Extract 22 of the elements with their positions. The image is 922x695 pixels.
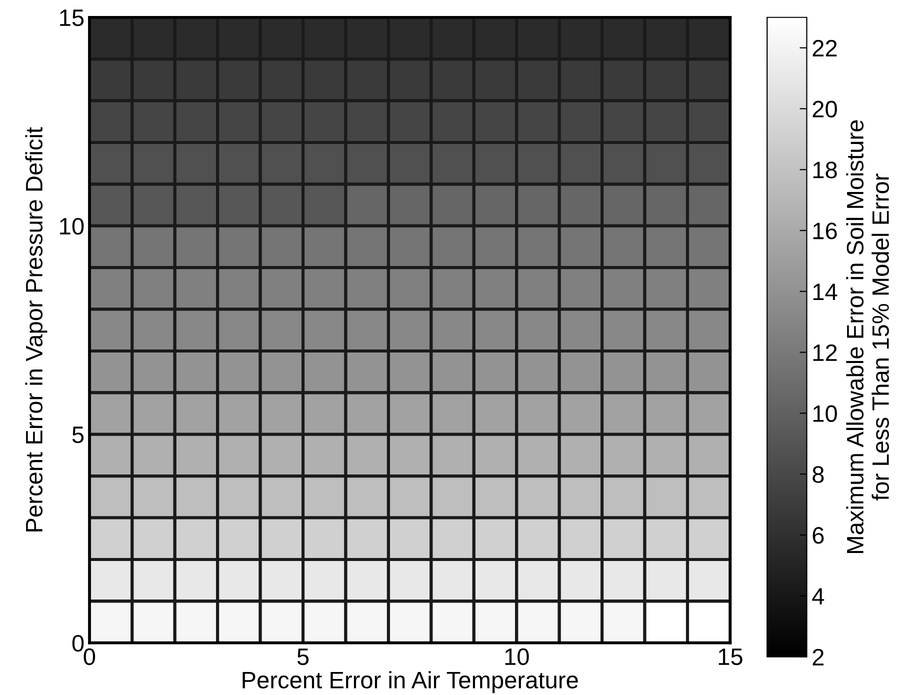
x-tick-label: 15	[718, 648, 742, 666]
color-bar-label: 18	[813, 162, 837, 178]
x-tick-label: 10	[505, 648, 529, 666]
color-bar-label: 12	[813, 344, 837, 361]
y-tick-label: 0	[72, 634, 84, 652]
x-tick-label: 5	[297, 648, 309, 666]
color-bar-label: 6	[812, 527, 824, 544]
y-tick-label: 15	[60, 10, 84, 26]
color-bar-label: 16	[813, 222, 837, 240]
color-bar-label: 2	[812, 648, 824, 666]
color-bar-label: 20	[812, 100, 837, 118]
color-bar-label: 8	[812, 466, 824, 483]
x-axis-title: Percent Error in Air Temperature	[242, 671, 578, 694]
color-bar-label: 14	[813, 284, 838, 300]
color-bar-label: 22	[812, 40, 837, 56]
color-bar-title: Maximum Allowable Error in Soil Moisture for Less Than 15% Model Error	[846, 120, 889, 553]
y-tick-label: 5	[72, 426, 84, 444]
x-tick-label: 0	[84, 648, 96, 666]
color-bar-label: 4	[812, 588, 824, 604]
y-axis-title: Percent Error in Vapor Pressure Deficit	[25, 127, 48, 532]
y-tick-label: 10	[60, 218, 84, 235]
color-bar-label: 10	[813, 405, 837, 422]
